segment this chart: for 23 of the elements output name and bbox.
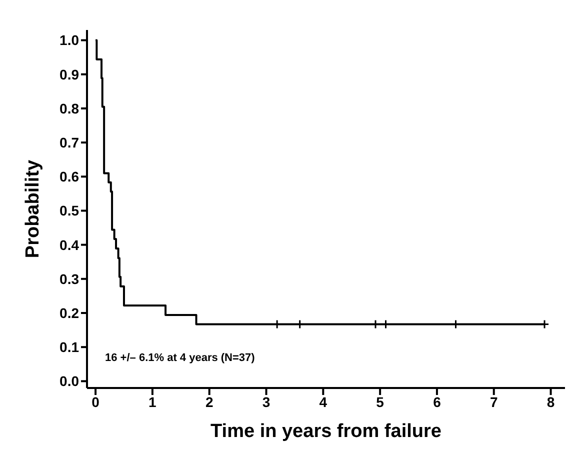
y-tick-label: 0.8 — [60, 100, 80, 116]
x-tick-label: 4 — [319, 394, 328, 410]
x-tick-label: 0 — [92, 394, 100, 410]
y-tick-label: 0.6 — [60, 168, 80, 185]
y-tick-label: 1.0 — [60, 32, 80, 48]
x-tick-label: 2 — [205, 394, 214, 410]
y-tick-label: 0.5 — [60, 202, 80, 219]
y-tick-label: 0.3 — [60, 270, 80, 287]
y-tick-label: 0.2 — [60, 304, 80, 321]
x-tick-label: 5 — [376, 394, 384, 410]
annotation: 16 +/– 6.1% at 4 years (N=37) — [105, 352, 255, 364]
y-tick-label: 0.0 — [60, 373, 80, 390]
y-tick-label: 0.9 — [60, 66, 80, 82]
x-tick-label: 3 — [262, 394, 270, 410]
x-tick-label: 1 — [148, 394, 157, 410]
x-tick-label: 6 — [433, 394, 442, 410]
x-axis-title: Time in years from failure — [210, 421, 442, 442]
y-tick-label: 0.1 — [60, 339, 80, 356]
x-tick-label: 8 — [546, 394, 555, 410]
y-tick-label: 0.7 — [60, 134, 80, 150]
x-tick-label: 7 — [490, 394, 498, 410]
y-tick-label: 0.4 — [60, 236, 80, 253]
y-axis-title: Probability — [22, 159, 44, 258]
